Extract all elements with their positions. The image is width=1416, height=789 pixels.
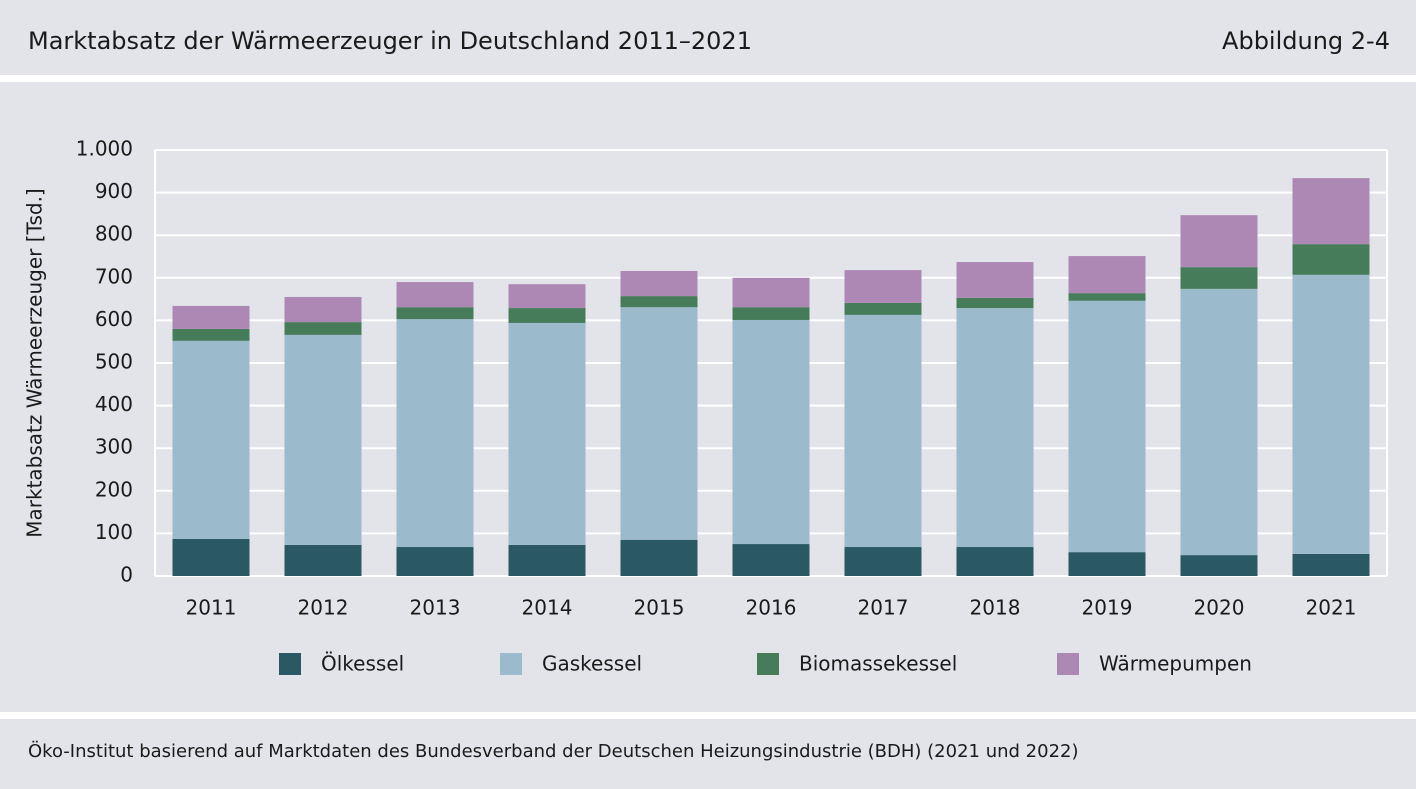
legend-label: Ölkessel: [321, 652, 404, 676]
source: Öko-Institut basierend auf Marktdaten de…: [28, 740, 1079, 762]
bar-segment: [396, 282, 474, 308]
bar-segment: [508, 544, 586, 576]
header-band: [0, 0, 1416, 75]
bar-segment: [620, 307, 698, 540]
bar-segment: [1180, 267, 1258, 289]
bar-segment: [1068, 293, 1146, 301]
legend-label: Wärmepumpen: [1099, 652, 1252, 676]
chart-title: Marktabsatz der Wärmeerzeuger in Deutsch…: [28, 27, 752, 55]
bar-segment: [620, 539, 698, 576]
bar-segment: [1068, 300, 1146, 553]
footer-band: [0, 719, 1416, 789]
bar-segment: [620, 270, 698, 297]
y-tick-label: 200: [95, 477, 133, 501]
bar-segment: [396, 319, 474, 548]
bar-segment: [284, 334, 362, 545]
bar-segment: [732, 544, 810, 576]
bar-segment: [956, 262, 1034, 298]
bar-segment: [508, 284, 586, 309]
y-tick-label: 500: [95, 350, 133, 374]
bar-segment: [844, 547, 922, 576]
x-tick-label: 2013: [410, 596, 461, 620]
bar-segment: [732, 319, 810, 545]
bar-segment: [396, 547, 474, 576]
x-tick-label: 2014: [522, 596, 573, 620]
bar-segment: [172, 305, 250, 329]
bar-segment: [1180, 555, 1258, 576]
bar-segment: [1292, 244, 1370, 275]
figure-label: Abbildung 2-4: [1222, 27, 1390, 55]
bar-segment: [172, 538, 250, 576]
bar-segment: [1068, 552, 1146, 576]
y-tick-label: 1.000: [76, 137, 133, 161]
bar-segment: [396, 307, 474, 320]
legend-swatch: [757, 653, 779, 675]
bar-segment: [956, 308, 1034, 548]
legend-swatch: [1057, 653, 1079, 675]
y-tick-label: 100: [95, 520, 133, 544]
bar-segment: [1068, 256, 1146, 294]
y-tick-label: 900: [95, 179, 133, 203]
y-axis-label: Marktabsatz Wärmeerzeuger [Tsd.]: [23, 188, 47, 537]
x-tick-label: 2017: [858, 596, 909, 620]
bar-segment: [508, 308, 586, 323]
bar-segment: [956, 297, 1034, 309]
y-tick-label: 800: [95, 222, 133, 246]
bar-segment: [844, 302, 922, 315]
x-tick-label: 2015: [634, 596, 685, 620]
x-tick-label: 2018: [970, 596, 1021, 620]
bar-segment: [1180, 288, 1258, 556]
bar-segment: [732, 277, 810, 308]
y-tick-label: 300: [95, 435, 133, 459]
bar-segment: [844, 270, 922, 303]
y-tick-label: 600: [95, 307, 133, 331]
bar-segment: [1180, 215, 1258, 268]
x-tick-label: 2020: [1194, 596, 1245, 620]
bar-segment: [172, 328, 250, 341]
x-tick-label: 2016: [746, 596, 797, 620]
legend-swatch: [500, 653, 522, 675]
legend-label: Biomassekessel: [799, 652, 957, 676]
bar-segment: [1292, 553, 1370, 576]
bar-segment: [1292, 178, 1370, 245]
bar-segment: [732, 307, 810, 320]
bar-segment: [620, 296, 698, 308]
legend-label: Gaskessel: [542, 652, 642, 676]
y-tick-label: 700: [95, 264, 133, 288]
y-tick-label: 400: [95, 392, 133, 416]
bar-segment: [284, 322, 362, 335]
bar-segment: [956, 547, 1034, 576]
x-tick-label: 2021: [1306, 596, 1357, 620]
bar-segment: [172, 340, 250, 539]
x-tick-label: 2019: [1082, 596, 1133, 620]
bar-segment: [284, 544, 362, 576]
bar-segment: [508, 322, 586, 545]
x-tick-label: 2011: [186, 596, 237, 620]
bar-segment: [1292, 274, 1370, 554]
legend-swatch: [279, 653, 301, 675]
x-tick-label: 2012: [298, 596, 349, 620]
bar-segment: [284, 296, 362, 323]
bar-segment: [844, 314, 922, 548]
y-tick-label: 0: [120, 563, 133, 587]
